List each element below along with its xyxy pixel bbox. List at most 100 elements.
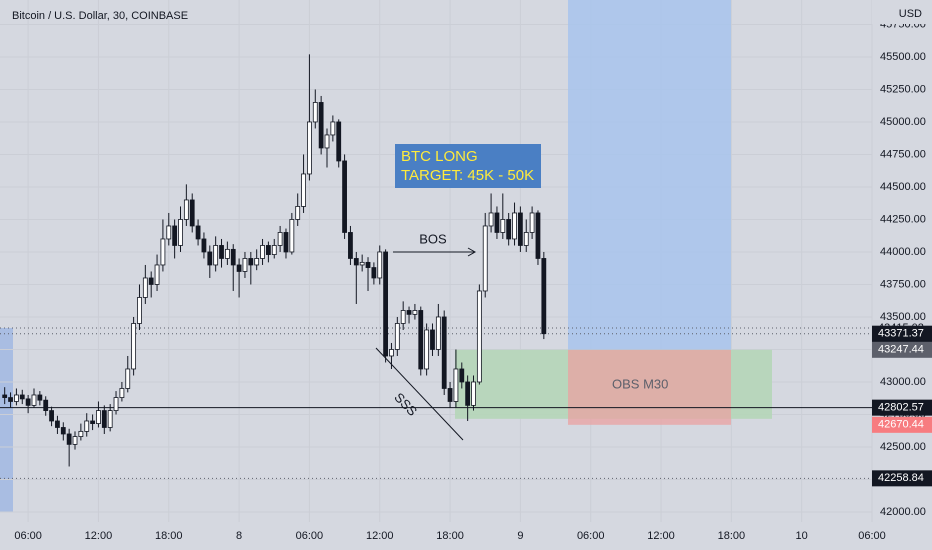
price-label: 42258.84 [878,472,924,484]
candle-body [189,199,195,227]
signal-line: BTC LONG [401,148,478,165]
candle-body [119,388,125,398]
candle-body [172,225,178,246]
candle-body [418,310,424,370]
range-box [0,328,13,512]
candle-body [55,420,60,428]
x-tick-label: 12:00 [647,530,675,542]
candle-body [295,206,301,220]
candle-body [283,232,289,253]
price-label-box [872,341,932,358]
candle-body [412,310,418,315]
candle-body [219,245,224,259]
drawings: BOS SSS BTC LONG TARGET: 45K - 50K OBS M… [375,144,668,441]
y-tick-label: 45250.00 [880,83,926,95]
x-tick-label: 18:00 [436,530,464,542]
candle-body [207,251,213,266]
candle-body [342,160,347,233]
zone-label: OBS M30 [612,376,668,391]
candle-body [224,248,230,259]
x-tick-label: 06:00 [577,530,605,542]
candle-body [90,420,95,424]
candles [2,54,547,467]
candle-body [96,410,101,424]
price-label-box [872,416,932,433]
candle-body [453,368,459,402]
price-label: 42802.57 [878,402,924,414]
candle-body [131,323,137,370]
y-tick-label: 44750.00 [880,148,926,160]
candle-body [37,394,43,401]
price-label: 42670.44 [878,419,924,431]
candle-body [383,251,389,357]
candle-body [301,173,306,207]
candle-body [476,290,482,383]
candle-body [25,398,31,406]
target-box [568,0,731,350]
candle-body [365,261,371,268]
x-tick-label: 10 [796,530,808,542]
candle-body [265,245,271,255]
candle-body [78,430,84,437]
candle-body [394,323,400,350]
candle-body [113,397,119,411]
y-tick-label: 43750.00 [880,278,926,290]
candle-body [494,212,500,233]
y-tick-label: 42000.00 [880,506,926,518]
x-tick-label: 18:00 [718,530,746,542]
candle-body [517,212,523,246]
candle-body [137,297,142,324]
candle-body [277,232,283,246]
price-label: 43247.44 [878,344,924,356]
candle-body [142,277,148,298]
candle-body [66,433,72,445]
candle-body [166,225,172,240]
bos-label: BOS [419,231,447,246]
candle-body [389,349,394,357]
candle-body [353,258,359,266]
candle-body [183,199,189,220]
candle-body [260,245,265,259]
axis-cover [872,0,932,24]
candle-body [348,232,353,259]
candle-body [336,121,342,162]
y-tick-label: 45000.00 [880,116,926,128]
y-tick-label: 44000.00 [880,246,926,258]
candle-body [512,212,517,240]
candle-body [154,264,160,285]
candle-body [178,219,183,246]
candle-body [488,212,494,227]
candle-body [160,238,166,266]
candle-body [447,388,453,402]
candle-body [201,238,207,253]
candle-body [84,420,90,432]
y-tick-label: 44500.00 [880,181,926,193]
candle-body [535,212,541,259]
candle-body [506,219,512,240]
x-tick-label: 06:00 [14,530,42,542]
candle-body [230,248,236,266]
candle-body [101,410,107,428]
candle-body [107,410,113,428]
candle-body [400,310,406,324]
candle-body [465,381,471,406]
y-tick-label: 44250.00 [880,213,926,225]
candle-body [242,258,248,272]
price-label: 43371.37 [878,328,924,340]
bos-arrow-head [467,247,477,257]
candle-body [424,329,430,370]
y-tick-label: 45500.00 [880,51,926,63]
x-tick-label: 9 [517,530,523,542]
candle-body [72,436,78,445]
signal-box [395,144,541,188]
candle-body [359,261,365,266]
x-tick-label: 12:00 [366,530,394,542]
x-tick-label: 18:00 [155,530,183,542]
x-tick-label: 06:00 [858,530,886,542]
candle-body [377,251,383,279]
candle-body [529,212,535,233]
candle-body [330,121,336,136]
candle-body [318,102,324,149]
candle-body [371,267,377,279]
candle-body [125,368,131,389]
